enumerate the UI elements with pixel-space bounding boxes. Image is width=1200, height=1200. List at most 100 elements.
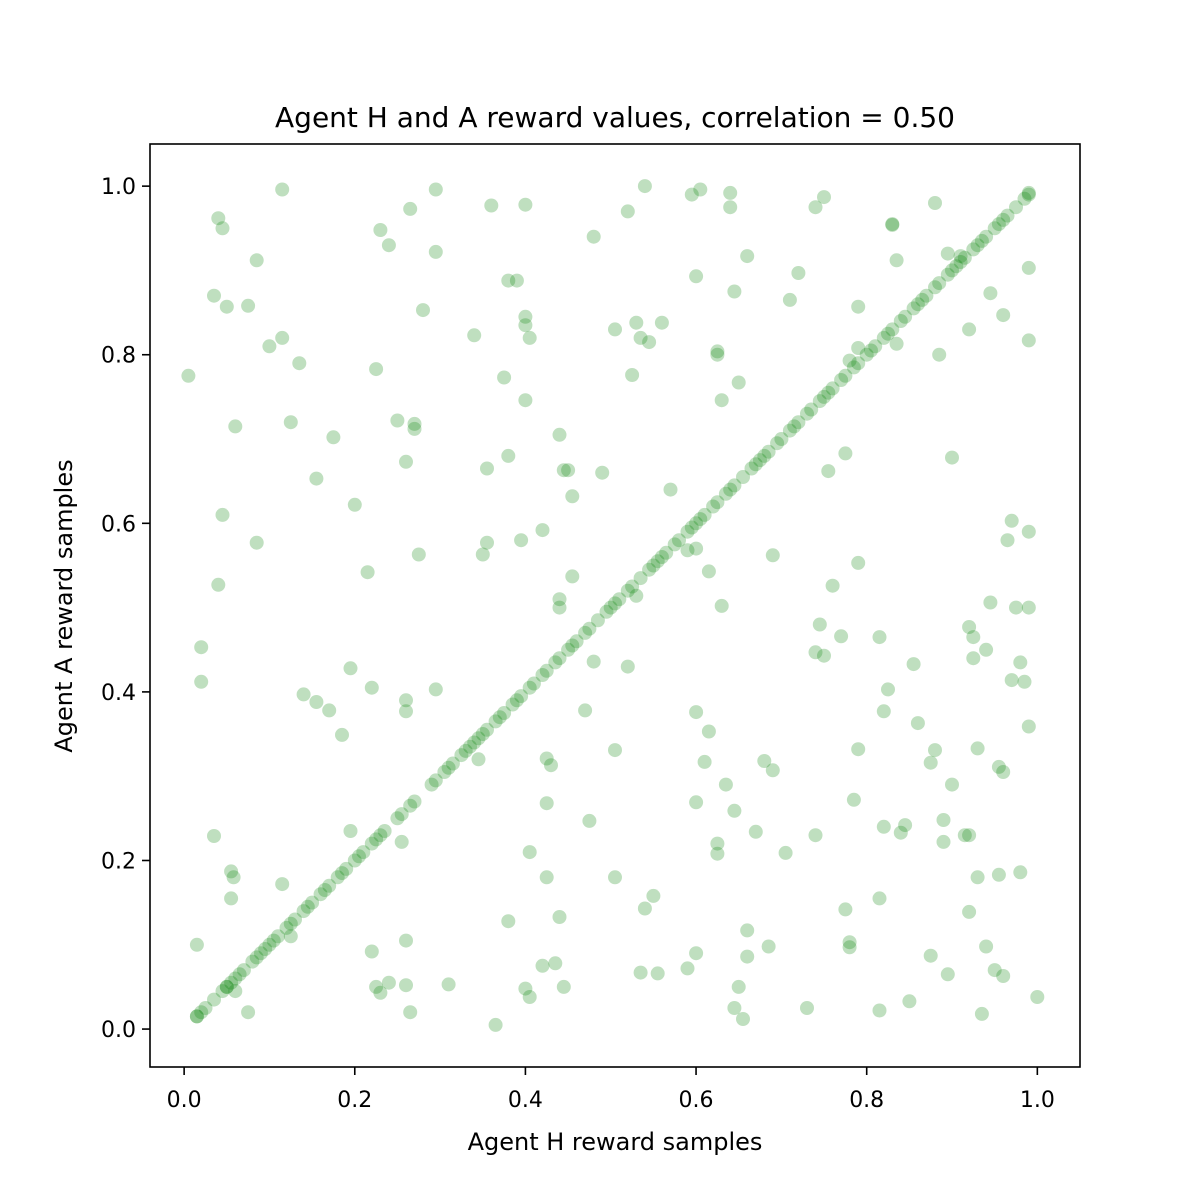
scatter-point [561,642,576,657]
scatter-point [612,592,627,607]
scatter-point [552,600,567,615]
scatter-point [838,368,853,383]
scatter-point [1013,865,1028,880]
scatter-point [821,464,836,479]
scatter-point [782,292,797,307]
scatter-point [279,920,294,935]
scatter-point [825,578,840,593]
scatter-point [514,533,529,548]
x-tick-label: 1.0 [1020,1088,1055,1113]
scatter-point [458,743,473,758]
scatter-point [189,1009,204,1024]
scatter-point [736,1012,750,1026]
scatter-point [189,1009,204,1024]
scatter-point [518,309,533,324]
scatter-point [198,1001,213,1015]
scatter-point [428,682,443,697]
scatter-point [399,693,413,708]
scatter-point [919,288,934,303]
scatter-point [552,651,567,666]
scatter-point [1009,200,1023,215]
scatter-point [846,792,861,807]
scatter-point [851,555,866,570]
scatter-point [620,583,635,598]
scatter-point [932,276,947,291]
scatter-point [535,958,550,973]
scatter-point [710,347,725,362]
scatter-point [842,353,857,368]
x-tick-label: 0.6 [679,1088,714,1113]
scatter-point [552,910,567,924]
scatter-point [548,655,563,670]
scatter-point [275,877,290,892]
scatter-point [940,246,955,261]
scatter-point [1021,187,1036,202]
scatter-point [403,798,418,813]
scatter-point [885,217,900,232]
scatter-point [932,347,947,362]
scatter-point [736,470,750,484]
scatter-point [689,795,704,810]
scatter-point [590,613,605,628]
scatter-point [654,315,669,330]
y-axis-label: Agent A reward samples [50,459,78,752]
scatter-point [1013,655,1028,670]
scatter-point [283,415,298,430]
scatter-point [390,811,405,826]
scatter-point [471,731,486,746]
scatter-point [693,182,708,197]
x-tick-label: 0.4 [508,1088,543,1113]
scatter-point [851,742,866,757]
scatter-point [373,223,388,237]
scatter-point [215,984,230,999]
scatter-point [1004,673,1019,688]
scatter-point [940,267,955,282]
scatter-point [991,867,1006,882]
scatter-point [646,558,661,573]
scatter-point [915,292,930,307]
scatter-point [987,221,1002,236]
scatter-point [748,457,763,472]
scatter-point [787,419,802,434]
scatter-point [578,703,593,718]
scatter-point [211,577,226,592]
scatter-point [480,722,494,737]
scatter-point [390,413,405,428]
scatter-point [283,916,298,931]
scatter-point [1000,208,1015,223]
scatter-point [313,887,328,902]
scatter-point [565,638,580,653]
scatter-point [974,233,989,248]
scatter-point [518,318,533,333]
scatter-point [633,330,648,345]
scatter-point [663,482,678,497]
scatter-point [940,967,955,982]
scatter-point [189,937,204,952]
scatter-point [258,942,273,956]
scatter-point [369,832,384,847]
scatter-point [834,629,849,644]
scatter-point [740,923,755,938]
scatter-point [945,263,959,278]
scatter-point [352,849,366,864]
scatter-point [689,269,704,284]
scatter-point [283,929,298,944]
scatter-point [369,362,384,377]
scatter-point [305,895,320,910]
scatter-point [219,979,234,994]
scatter-point [654,550,669,564]
scatter-point [650,966,665,981]
scatter-point [633,571,648,586]
scatter-point [851,341,866,355]
scatter-point [620,659,635,674]
scatter-point [782,423,797,438]
scatter-point [296,687,311,702]
scatter-point [608,596,622,611]
scatter-point [962,620,977,634]
scatter-point [343,824,358,838]
scatter-point [219,299,234,314]
scatter-point [684,187,699,202]
scatter-point [748,824,763,839]
